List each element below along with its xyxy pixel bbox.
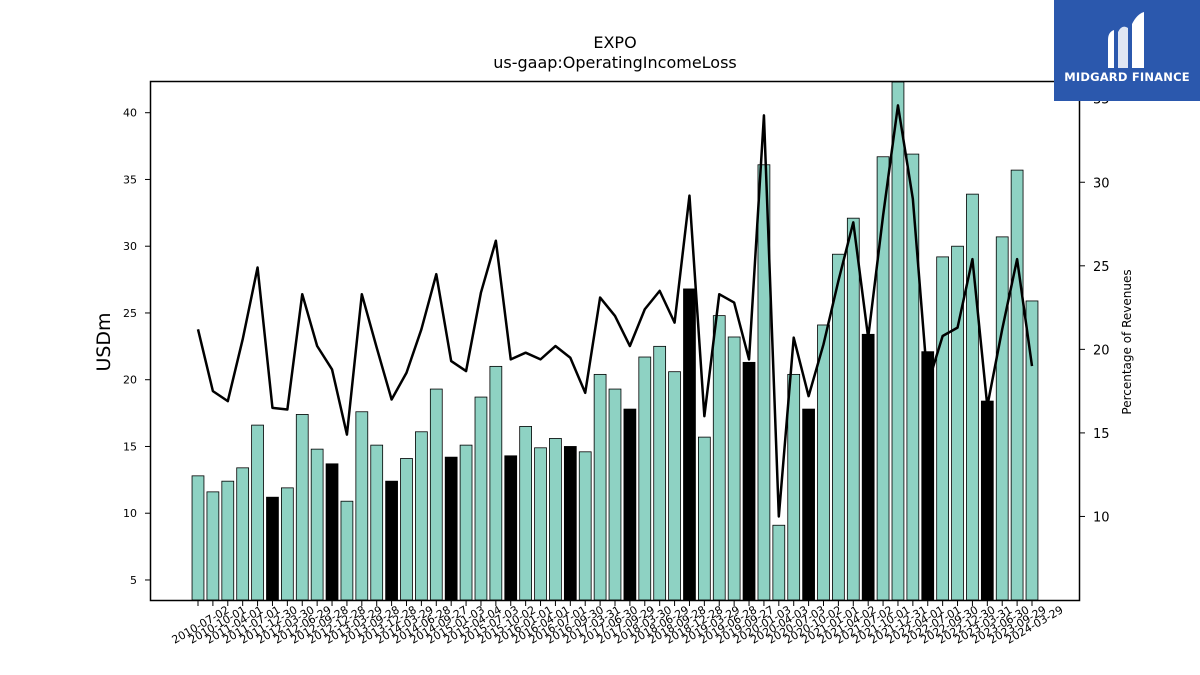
- bar: [1010, 169, 1024, 601]
- bar: [966, 193, 979, 601]
- logo: MIDGARD FINANCE: [1054, 0, 1200, 101]
- bar: [936, 256, 950, 601]
- y-axis-left: 5 10 15 20 25 30 35 40: [123, 107, 151, 587]
- bar: [370, 444, 384, 601]
- y-tick-label: 5: [130, 574, 137, 587]
- bar: [921, 351, 935, 601]
- bar: [772, 524, 786, 601]
- bar: [280, 487, 294, 601]
- bar-series: [191, 81, 1039, 601]
- bar: [653, 345, 667, 601]
- x-axis: 2010-07-022010-10-012011-04-012011-07-01…: [170, 600, 1066, 647]
- bar: [846, 217, 860, 601]
- bar: [891, 81, 905, 601]
- bar: [861, 333, 875, 601]
- bar: [1025, 300, 1039, 601]
- bar: [817, 324, 830, 601]
- bar: [951, 245, 964, 601]
- y-tick-label: 15: [123, 440, 137, 453]
- bar: [236, 467, 250, 601]
- bar: [415, 431, 428, 601]
- bar: [995, 236, 1009, 601]
- bar: [712, 315, 726, 601]
- bar: [832, 253, 845, 601]
- bar: [325, 463, 339, 601]
- y2-tick-label: 25: [1093, 260, 1110, 275]
- y-tick-label: 20: [123, 374, 137, 387]
- y-tick-label: 35: [123, 173, 137, 186]
- bar: [608, 388, 622, 601]
- bar: [668, 371, 681, 601]
- bar: [549, 438, 562, 601]
- bar: [444, 456, 458, 601]
- chart-subtitle: us-gaap:OperatingIncomeLoss: [493, 53, 737, 72]
- bar: [385, 480, 398, 601]
- bar: [563, 446, 577, 601]
- bar: [623, 408, 637, 601]
- bar: [340, 500, 354, 601]
- line-series: [196, 104, 1034, 518]
- bar: [698, 436, 711, 601]
- bar: [266, 496, 279, 601]
- y-tick-label: 30: [123, 240, 137, 253]
- bar: [355, 411, 369, 601]
- bar: [638, 356, 652, 601]
- bar: [295, 414, 309, 601]
- bar: [742, 361, 756, 601]
- bar: [980, 400, 994, 601]
- bar: [519, 426, 533, 601]
- y2-tick-label: 10: [1093, 510, 1110, 525]
- y2-tick-label: 15: [1093, 427, 1110, 442]
- bar: [683, 288, 696, 601]
- bar: [787, 373, 801, 601]
- bar: [206, 491, 220, 601]
- bar: [474, 396, 488, 601]
- chart-title: EXPO: [593, 33, 636, 52]
- midgard-logo-icon: [1108, 12, 1144, 69]
- bar: [400, 458, 413, 601]
- bar: [191, 475, 205, 601]
- bar: [429, 388, 443, 601]
- bar: [251, 424, 264, 601]
- y-tick-label: 25: [123, 307, 137, 320]
- bar: [593, 373, 607, 601]
- bar: [310, 448, 324, 601]
- y-tick-label: 10: [123, 507, 137, 520]
- bar: [221, 480, 235, 601]
- bar: [727, 336, 741, 601]
- bar: [504, 455, 518, 601]
- y2-tick-label: 30: [1093, 176, 1110, 191]
- logo-text: MIDGARD FINANCE: [1064, 70, 1190, 84]
- bar: [534, 447, 547, 601]
- y2-tick-label: 20: [1093, 343, 1110, 358]
- bar: [802, 408, 815, 601]
- bar: [578, 451, 592, 601]
- bar: [489, 365, 503, 601]
- percentage-line: [196, 104, 1034, 518]
- y-axis-label: USDm: [93, 312, 115, 371]
- y-tick-label: 40: [123, 107, 137, 120]
- y2-axis-label: Percentage of Revenues: [1120, 269, 1134, 414]
- bar: [906, 153, 920, 601]
- bar: [459, 444, 473, 601]
